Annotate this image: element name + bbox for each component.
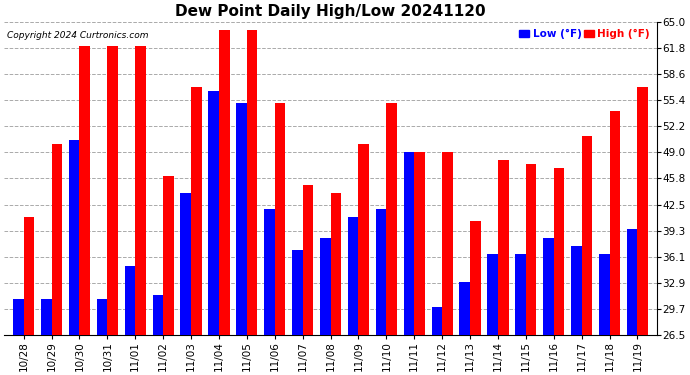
Bar (236, 103, 247, 335)
Bar (571, 246, 582, 335)
Bar (359, 144, 369, 335)
Bar (609, 111, 620, 335)
Bar (404, 152, 414, 335)
Bar (108, 46, 118, 335)
Bar (13, 298, 23, 335)
Bar (247, 30, 257, 335)
Bar (414, 152, 425, 335)
Text: Copyright 2024 Curtronics.com: Copyright 2024 Curtronics.com (8, 31, 149, 40)
Bar (79, 46, 90, 335)
Bar (460, 282, 470, 335)
Bar (627, 230, 638, 335)
Bar (264, 209, 275, 335)
Bar (303, 184, 313, 335)
Bar (181, 193, 191, 335)
Bar (219, 30, 230, 335)
Bar (135, 46, 146, 335)
Bar (164, 177, 174, 335)
Bar (515, 254, 526, 335)
Bar (331, 193, 341, 335)
Bar (320, 237, 331, 335)
Bar (599, 254, 609, 335)
Bar (97, 298, 108, 335)
Bar (69, 140, 79, 335)
Bar (275, 103, 286, 335)
Bar (498, 160, 509, 335)
Bar (23, 217, 34, 335)
Bar (191, 87, 201, 335)
Title: Dew Point Daily High/Low 20241120: Dew Point Daily High/Low 20241120 (175, 4, 486, 19)
Bar (526, 164, 537, 335)
Bar (41, 298, 52, 335)
Bar (292, 250, 303, 335)
Bar (487, 254, 498, 335)
Bar (386, 103, 397, 335)
Bar (125, 266, 135, 335)
Legend: Low (°F), High (°F): Low (°F), High (°F) (517, 27, 652, 41)
Bar (638, 87, 648, 335)
Bar (208, 91, 219, 335)
Bar (582, 136, 592, 335)
Bar (554, 168, 564, 335)
Bar (152, 294, 164, 335)
Bar (470, 221, 481, 335)
Bar (432, 307, 442, 335)
Bar (442, 152, 453, 335)
Bar (543, 237, 554, 335)
Bar (376, 209, 386, 335)
Bar (348, 217, 359, 335)
Bar (52, 144, 62, 335)
